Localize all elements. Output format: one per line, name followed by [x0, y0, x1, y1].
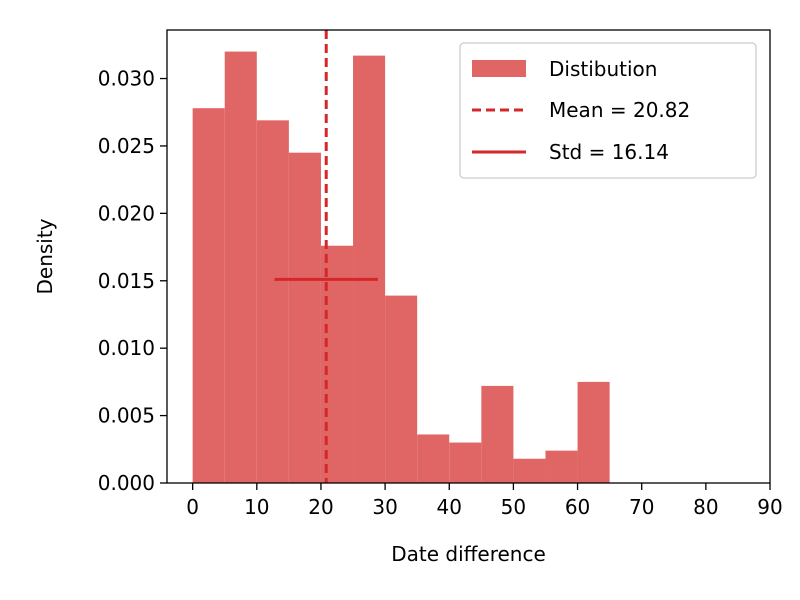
plot-frame [166, 29, 771, 484]
x-axis-label: Date difference [391, 542, 546, 566]
y-tick-label: 0.010 [98, 336, 155, 360]
histogram-bar [256, 120, 289, 484]
histogram-bars [192, 51, 610, 484]
stat-lines [274, 30, 378, 483]
histogram-bar [385, 295, 418, 483]
axes: 0 10 20 30 40 50 60 70 80 90 0.000 0.005 0.010 0.015 0… [98, 29, 783, 519]
legend-box [459, 42, 757, 179]
y-tick-label: 0.020 [98, 201, 155, 225]
x-tick-label: 50 [501, 495, 526, 519]
legend: Distibution Mean = 20.82 Std = 16.14 [459, 42, 757, 179]
x-tick-label: 0 [186, 495, 199, 519]
histogram-bar [192, 108, 225, 484]
histogram-bar [577, 381, 610, 483]
histogram-bar [481, 385, 514, 483]
legend-label-std: Std = 16.14 [549, 140, 669, 164]
x-tick-label: 30 [372, 495, 397, 519]
x-tick-label: 40 [437, 495, 462, 519]
x-tick-label: 10 [244, 495, 269, 519]
histogram-bar [353, 55, 386, 484]
x-tick-label: 20 [308, 495, 333, 519]
histogram-bar [288, 152, 321, 483]
legend-label-mean: Mean = 20.82 [549, 98, 690, 122]
histogram-bar [320, 245, 354, 483]
y-tick-label: 0.015 [98, 269, 155, 293]
histogram-bar [224, 51, 257, 483]
histogram-bar [449, 442, 482, 483]
x-tick-label: 90 [757, 495, 782, 519]
y-tick-label: 0.005 [98, 404, 155, 428]
y-axis-label: Density [33, 218, 57, 294]
legend-label-distribution: Distibution [549, 57, 657, 81]
x-tick-label: 80 [693, 495, 718, 519]
legend-swatch-distribution [472, 60, 526, 77]
y-tick-label: 0.000 [98, 471, 155, 495]
y-tick-label: 0.030 [98, 67, 155, 91]
histogram-bar [513, 458, 546, 483]
x-tick-label: 60 [565, 495, 590, 519]
histogram-bar [417, 434, 450, 483]
y-tick-label: 0.025 [98, 134, 155, 158]
histogram-bar [545, 450, 578, 483]
x-tick-label: 70 [629, 495, 654, 519]
